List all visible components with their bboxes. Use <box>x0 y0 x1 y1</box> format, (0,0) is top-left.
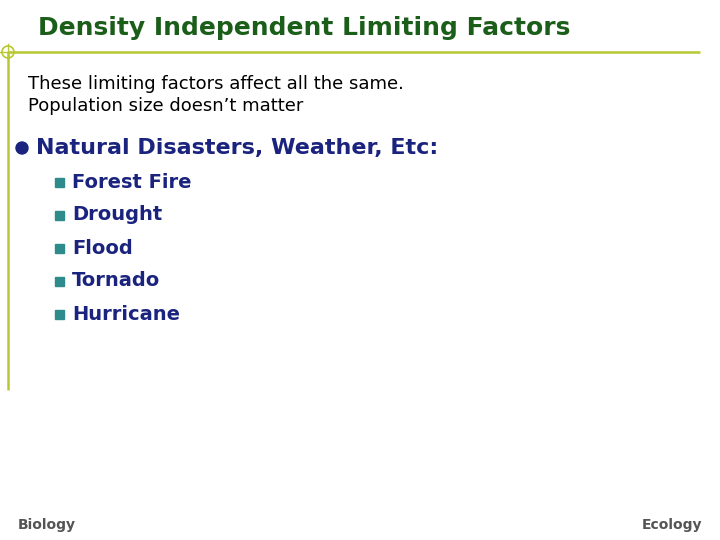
Circle shape <box>16 142 28 154</box>
Text: Forest Fire: Forest Fire <box>72 172 192 192</box>
Text: Drought: Drought <box>72 206 162 225</box>
FancyBboxPatch shape <box>55 244 64 253</box>
Text: Hurricane: Hurricane <box>72 305 180 323</box>
Text: Flood: Flood <box>72 239 132 258</box>
Text: Biology: Biology <box>18 518 76 532</box>
FancyBboxPatch shape <box>55 276 64 286</box>
Text: These limiting factors affect all the same.: These limiting factors affect all the sa… <box>28 75 404 93</box>
FancyBboxPatch shape <box>55 178 64 186</box>
Text: Tornado: Tornado <box>72 272 161 291</box>
Text: Population size doesn’t matter: Population size doesn’t matter <box>28 97 303 115</box>
Text: Density Independent Limiting Factors: Density Independent Limiting Factors <box>38 16 570 40</box>
Text: Ecology: Ecology <box>642 518 702 532</box>
FancyBboxPatch shape <box>55 309 64 319</box>
FancyBboxPatch shape <box>55 211 64 219</box>
Text: Natural Disasters, Weather, Etc:: Natural Disasters, Weather, Etc: <box>36 138 438 158</box>
